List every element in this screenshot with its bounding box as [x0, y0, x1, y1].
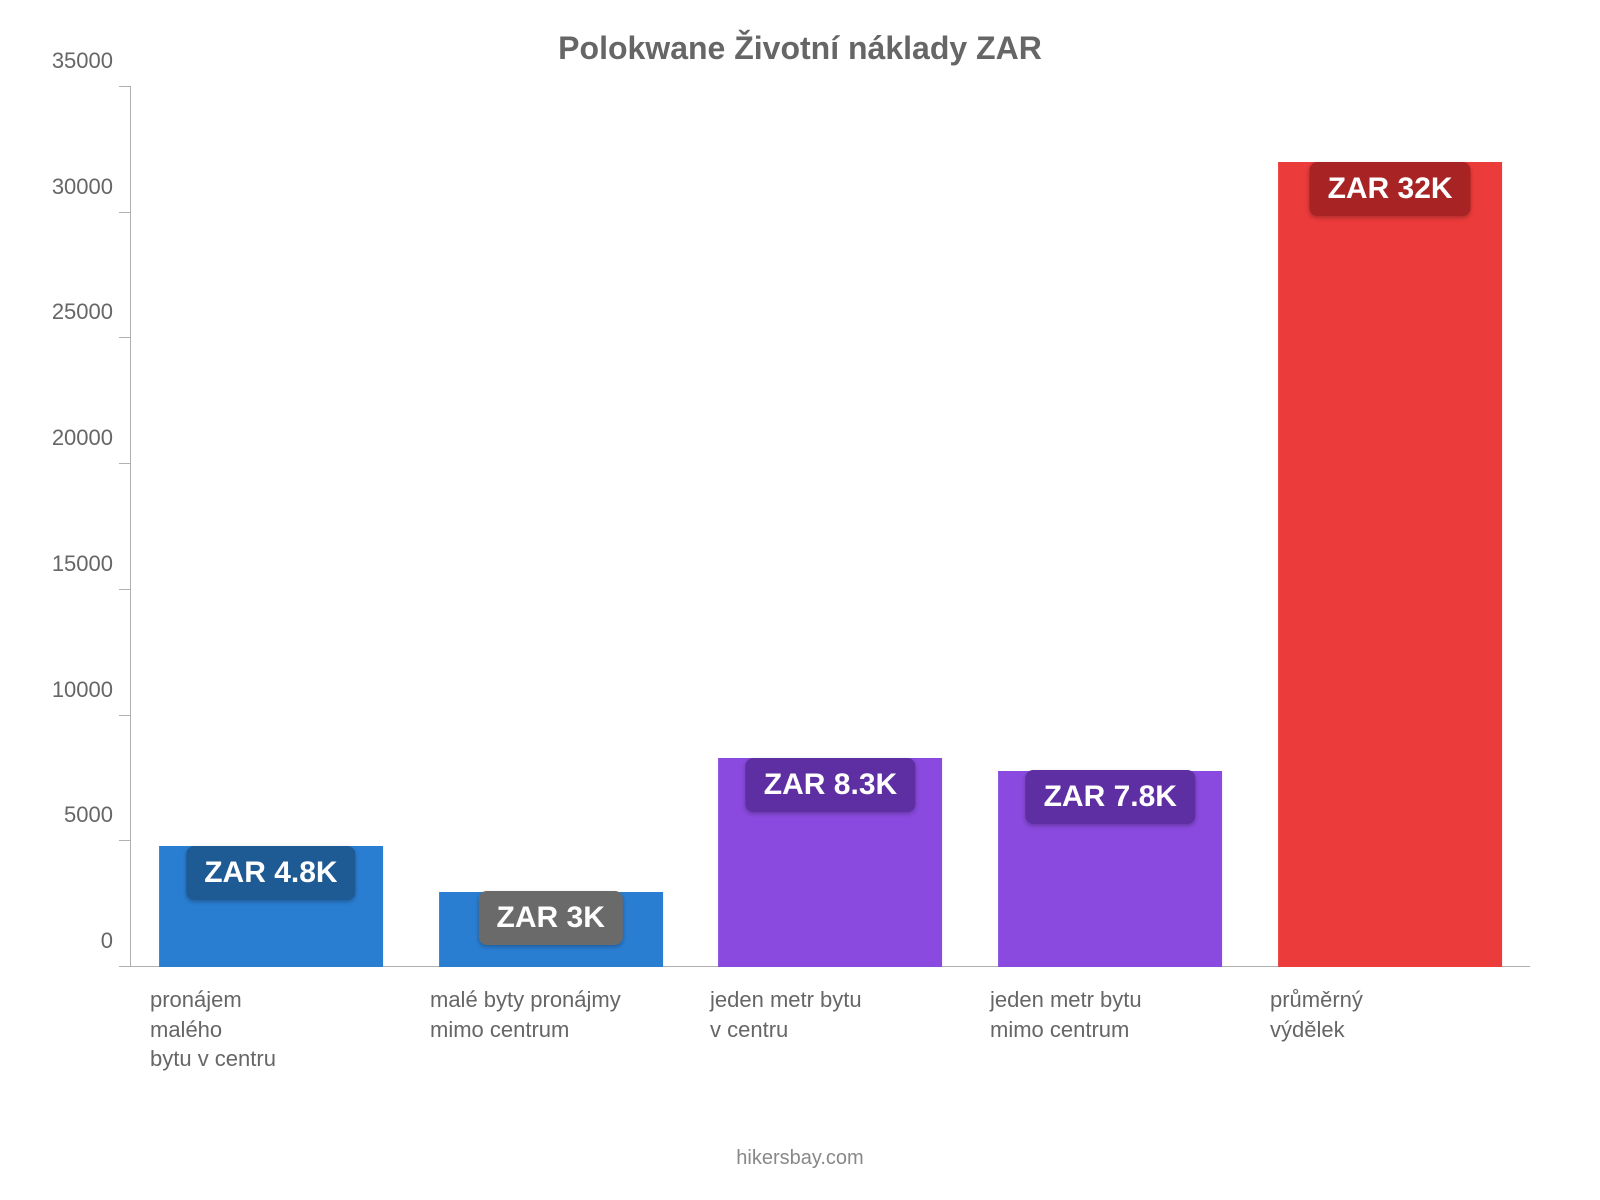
- y-tick-label: 10000: [52, 677, 113, 703]
- y-tick-label: 5000: [64, 802, 113, 828]
- plot-area: ZAR 4.8KZAR 3KZAR 8.3KZAR 7.8KZAR 32K 05…: [130, 87, 1530, 967]
- chart-title: Polokwane Životní náklady ZAR: [40, 30, 1560, 67]
- y-tick-label: 30000: [52, 174, 113, 200]
- value-badge: ZAR 8.3K: [746, 758, 915, 812]
- value-badge: ZAR 7.8K: [1026, 770, 1195, 824]
- x-axis-label: jeden metr bytu mimo centrum: [970, 967, 1250, 1074]
- x-axis-label: malé byty pronájmy mimo centrum: [410, 967, 690, 1074]
- bar-slot: ZAR 4.8K: [131, 87, 411, 967]
- y-tick-label: 20000: [52, 425, 113, 451]
- chart-container: Polokwane Životní náklady ZAR ZAR 4.8KZA…: [0, 0, 1600, 1200]
- y-tick-label: 25000: [52, 299, 113, 325]
- value-badge: ZAR 3K: [479, 891, 623, 945]
- y-tick-label: 15000: [52, 551, 113, 577]
- y-tick: [119, 966, 131, 967]
- y-tick-label: 0: [101, 928, 113, 954]
- bar-slot: ZAR 7.8K: [970, 87, 1250, 967]
- y-tick: [119, 463, 131, 464]
- x-axis-labels: pronájem malého bytu v centrumalé byty p…: [130, 967, 1530, 1074]
- bar-slot: ZAR 8.3K: [691, 87, 971, 967]
- value-badge: ZAR 4.8K: [186, 846, 355, 900]
- value-badge: ZAR 32K: [1310, 162, 1471, 216]
- y-tick: [119, 840, 131, 841]
- bars-row: ZAR 4.8K ZAR 3K ZAR 8.3K ZAR 7.8K ZAR 32K: [131, 87, 1530, 967]
- y-tick: [119, 715, 131, 716]
- bar-slot: ZAR 32K: [1250, 87, 1530, 967]
- y-tick: [119, 589, 131, 590]
- x-axis-label: jeden metr bytu v centru: [690, 967, 970, 1074]
- attribution: hikersbay.com: [0, 1147, 1600, 1170]
- x-axis-label: pronájem malého bytu v centru: [130, 967, 410, 1074]
- y-tick: [119, 212, 131, 213]
- x-axis-label: průměrný výdělek: [1250, 967, 1530, 1074]
- bar-slot: ZAR 3K: [411, 87, 691, 967]
- y-tick: [119, 86, 131, 87]
- y-tick-label: 35000: [52, 48, 113, 74]
- bar: [1278, 162, 1502, 967]
- y-tick: [119, 337, 131, 338]
